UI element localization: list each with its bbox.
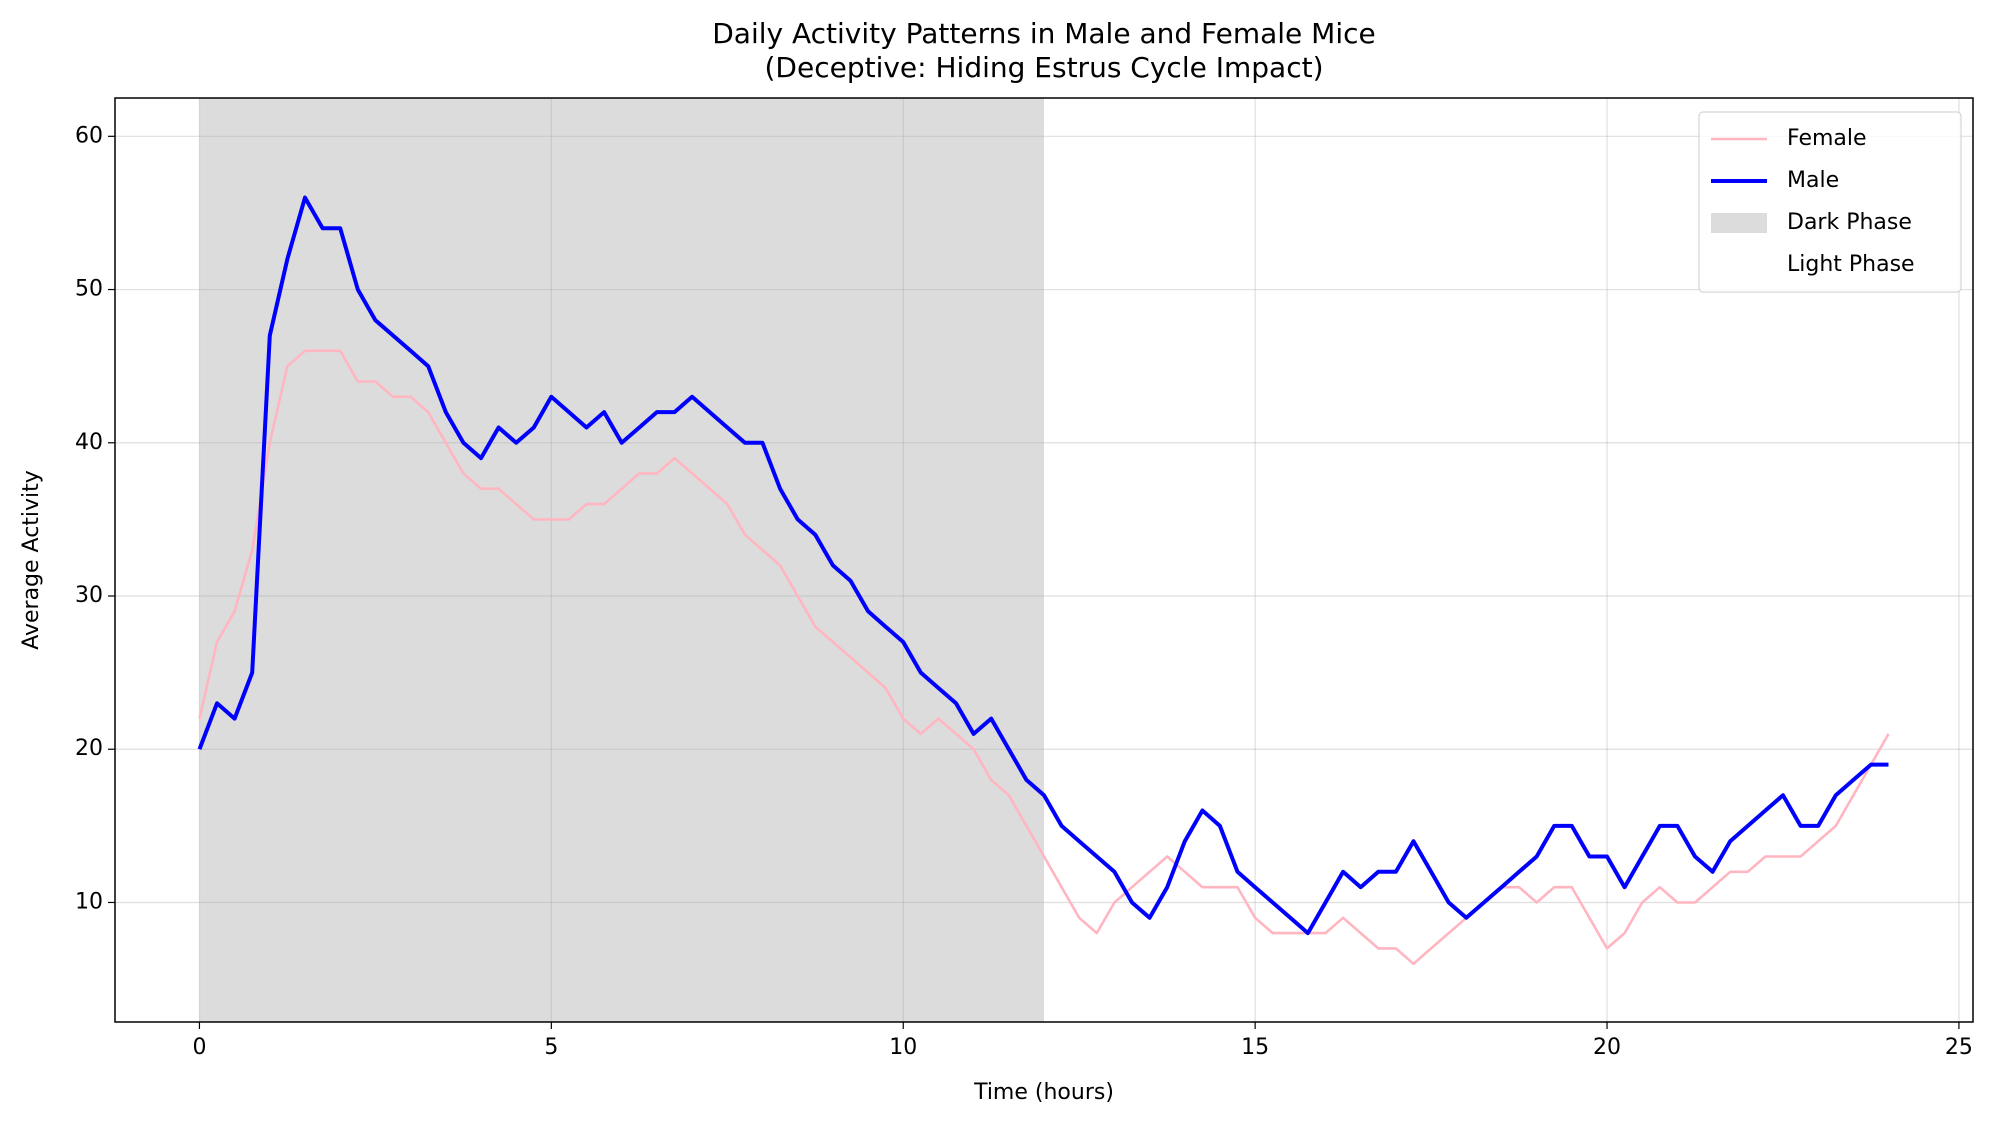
- series-line: [197, 195, 1889, 936]
- legend-swatch: [1711, 213, 1767, 233]
- x-axis-label: Time (hours): [973, 1080, 1114, 1105]
- x-tick-label: 20: [1593, 1035, 1621, 1060]
- y-tick-label: 10: [75, 889, 103, 914]
- legend-label: Dark Phase: [1787, 210, 1912, 235]
- y-tick-label: 50: [75, 277, 103, 302]
- chart-subtitle: (Deceptive: Hiding Estrus Cycle Impact): [765, 51, 1324, 84]
- plot-frame: [114, 97, 1974, 1023]
- x-tick-label: 10: [889, 1035, 917, 1060]
- y-tick-label: 30: [75, 583, 103, 608]
- legend-label: Light Phase: [1787, 252, 1915, 277]
- legend-label: Female: [1787, 126, 1867, 151]
- x-tick-label: 25: [1945, 1035, 1973, 1060]
- legend-label: Male: [1787, 168, 1839, 193]
- x-tick-label: 15: [1241, 1035, 1269, 1060]
- chart-title: Daily Activity Patterns in Male and Fema…: [712, 17, 1376, 50]
- phase-band: [199, 98, 1045, 1022]
- y-tick-label: 20: [75, 736, 103, 761]
- legend-swatch: [1711, 255, 1767, 275]
- x-tick-label: 0: [192, 1035, 206, 1060]
- y-tick-label: 60: [75, 123, 103, 148]
- x-tick-label: 5: [544, 1035, 558, 1060]
- y-axis-label: Average Activity: [19, 470, 44, 650]
- series-line: [198, 349, 1890, 966]
- y-tick-label: 40: [75, 430, 103, 455]
- legend-box: [1698, 111, 1962, 293]
